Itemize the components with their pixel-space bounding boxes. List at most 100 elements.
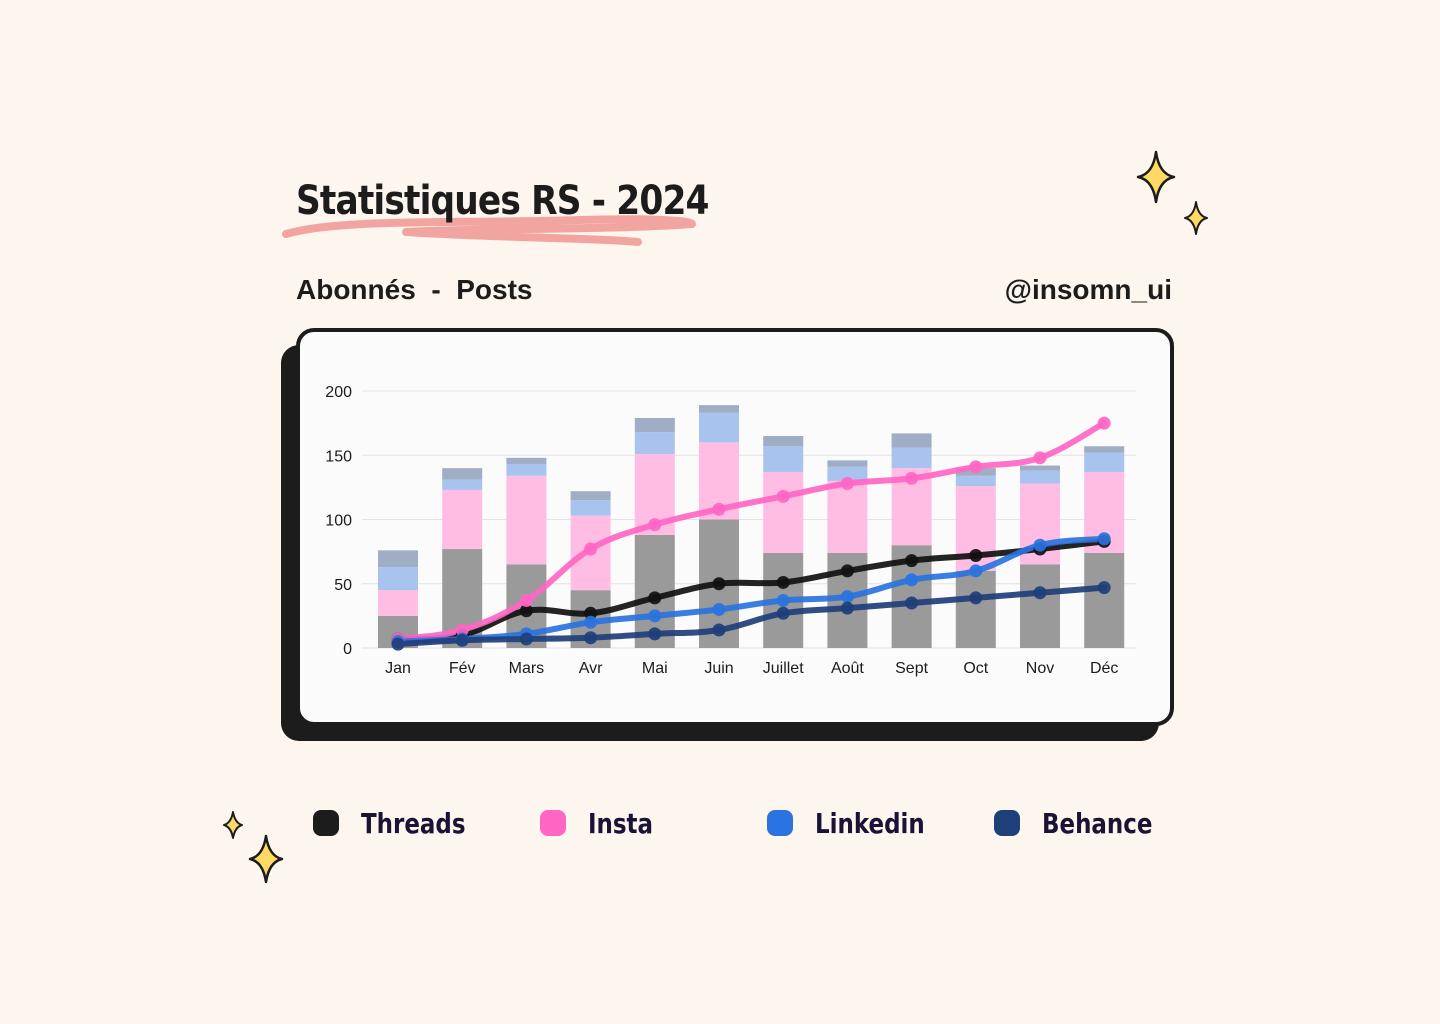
bar-linkedin-avr — [570, 500, 611, 516]
legend-swatch-linkedin — [767, 810, 793, 836]
point-linkedin-juillet — [776, 593, 790, 607]
author-handle: @insomn_ui — [1004, 274, 1172, 305]
bar-linkedin-oct — [955, 475, 996, 487]
bar-insta-mars — [506, 475, 547, 565]
series-lines — [395, 420, 1108, 648]
x-tick-label-dec: Déc — [1090, 660, 1118, 677]
sparkle-small-bottom-icon — [223, 811, 243, 839]
point-threads-aout — [840, 564, 854, 578]
point-insta-fev — [455, 623, 469, 637]
point-threads-oct — [969, 548, 983, 562]
point-behance-mars — [519, 632, 533, 646]
point-behance-dec — [1097, 581, 1111, 595]
point-behance-juillet — [776, 606, 790, 620]
legend-label-behance: Behance — [1042, 806, 1153, 840]
y-tick-label-100: 100 — [325, 513, 352, 530]
y-tick-label-200: 200 — [325, 384, 352, 401]
x-tick-label-mai: Mai — [642, 660, 668, 677]
bar-behance-nov — [1020, 465, 1060, 471]
legend: Threads Insta Linkedin Behance — [0, 800, 1440, 850]
point-threads-juillet — [776, 575, 790, 589]
bar-behance-dec — [1084, 446, 1125, 453]
bar-behance-mars — [506, 457, 547, 465]
point-insta-nov — [1033, 451, 1047, 465]
point-insta-oct — [969, 460, 983, 474]
bar-insta-aout — [827, 480, 868, 553]
point-insta-mars — [519, 593, 533, 607]
x-tick-label-sept: Sept — [895, 660, 928, 677]
legend-item-behance: Behance — [994, 800, 1177, 846]
series-points — [391, 416, 1111, 651]
bar-threads-dec — [1084, 552, 1125, 648]
point-behance-avr — [584, 631, 598, 645]
point-threads-sept — [905, 554, 919, 568]
legend-swatch-insta — [540, 810, 566, 836]
x-tick-label-jan: Jan — [385, 660, 411, 677]
bar-insta-fev — [442, 489, 483, 550]
chart-card: 0 50 100 150 200 Jan Fév Mars Avr Mai Juin Juillet A… — [296, 328, 1174, 726]
legend-swatch-threads — [313, 810, 339, 836]
legend-item-threads: Threads — [313, 800, 488, 846]
bar-linkedin-sept — [891, 447, 932, 469]
bar-behance-juillet — [763, 435, 804, 447]
point-threads-avr — [584, 606, 598, 620]
y-tick-label-150: 150 — [325, 448, 352, 465]
point-linkedin-nov — [1033, 538, 1047, 552]
y-tick-label-0: 0 — [343, 641, 352, 658]
bar-threads-nov — [1020, 564, 1060, 648]
legend-label-linkedin: Linkedin — [815, 806, 925, 840]
point-insta-avr — [584, 542, 598, 556]
title-block: Statistiques RS - 2024 — [280, 170, 709, 260]
point-behance-aout — [840, 601, 854, 615]
point-behance-nov — [1033, 586, 1047, 600]
point-behance-fev — [455, 633, 469, 647]
point-threads-mars — [519, 604, 533, 618]
bar-behance-juin — [699, 405, 739, 413]
sparkle-large-top-icon — [1136, 150, 1176, 204]
point-behance-sept — [905, 596, 919, 610]
bar-behance-mai — [634, 417, 675, 433]
point-linkedin-avr — [584, 615, 598, 629]
point-insta-dec — [1097, 416, 1111, 430]
bar-linkedin-dec — [1084, 452, 1125, 472]
axis-labels: 0 50 100 150 200 Jan Fév Mars Avr Mai Juin Juillet A… — [325, 384, 1118, 677]
bar-linkedin-nov — [1020, 470, 1060, 484]
bar-linkedin-juillet — [763, 446, 804, 472]
point-behance-juin — [712, 623, 726, 637]
bar-behance-jan — [378, 550, 418, 568]
point-threads-juin — [712, 577, 726, 591]
grid-lines — [362, 390, 1136, 649]
legend-item-linkedin: Linkedin — [767, 800, 949, 846]
page-title: Statistiques RS - 2024 — [296, 178, 709, 224]
sparkle-small-top-icon — [1184, 201, 1208, 235]
legend-swatch-behance — [994, 810, 1020, 836]
point-linkedin-juin — [712, 602, 726, 616]
bar-threads-oct — [955, 570, 996, 648]
bar-insta-juillet — [763, 471, 804, 553]
point-linkedin-dec — [1097, 532, 1111, 546]
bar-behance-sept — [891, 433, 932, 448]
point-insta-juin — [712, 502, 726, 516]
bar-behance-aout — [827, 460, 868, 467]
point-linkedin-aout — [840, 590, 854, 604]
bar-linkedin-jan — [378, 567, 418, 591]
point-linkedin-sept — [905, 573, 919, 587]
bar-linkedin-mai — [634, 432, 675, 454]
point-behance-jan — [391, 637, 405, 651]
x-tick-label-avr: Avr — [579, 660, 603, 677]
bar-linkedin-fev — [442, 479, 483, 490]
bar-linkedin-mars — [506, 464, 547, 476]
point-insta-mai — [648, 518, 662, 532]
legend-label-insta: Insta — [588, 806, 654, 840]
point-linkedin-mai — [648, 609, 662, 623]
x-tick-label-oct: Oct — [963, 660, 988, 677]
sparkle-large-bottom-icon — [248, 834, 284, 884]
point-behance-mai — [648, 627, 662, 641]
legend-item-insta: Insta — [540, 800, 667, 846]
point-insta-juillet — [776, 489, 790, 503]
chart-canvas: 0 50 100 150 200 Jan Fév Mars Avr Mai Juin Juillet A… — [325, 384, 1136, 677]
bar-insta-jan — [378, 590, 418, 616]
x-tick-label-mars: Mars — [509, 660, 545, 677]
bar-linkedin-juin — [699, 412, 739, 443]
point-linkedin-oct — [969, 564, 983, 578]
